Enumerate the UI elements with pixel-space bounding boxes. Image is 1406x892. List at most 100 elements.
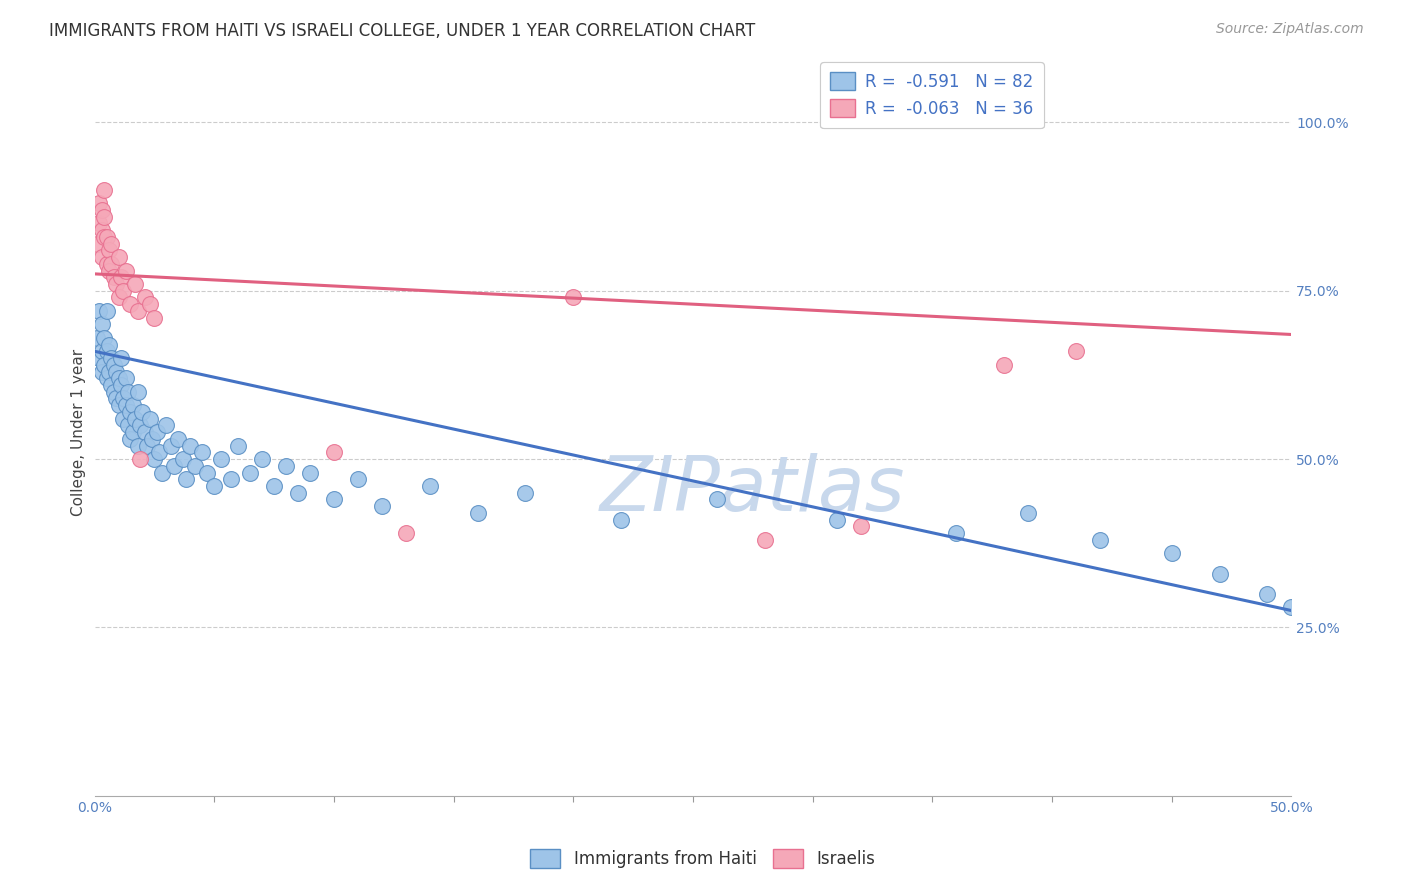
Point [1088,533,1111,547]
Point [191,445,214,459]
Point [184,458,207,473]
Point [97,364,120,378]
Point [1017,506,1039,520]
Point [136,439,159,453]
Point [347,472,370,486]
Point [239,466,262,480]
Point [86,236,108,251]
Text: Source: ZipAtlas.com: Source: ZipAtlas.com [1216,22,1364,37]
Point [141,432,163,446]
Point [148,445,170,459]
Point [120,297,142,311]
Point [610,513,633,527]
Point [114,371,136,385]
Point [287,485,309,500]
Point [395,526,418,541]
Point [90,223,112,237]
Point [96,230,118,244]
Point [131,405,153,419]
Point [96,257,118,271]
Point [146,425,169,439]
Point [226,439,249,453]
Point [263,479,285,493]
Point [179,439,201,453]
Point [134,425,156,439]
Point [122,398,145,412]
Point [103,270,125,285]
Point [195,466,218,480]
Point [96,344,118,359]
Point [90,364,112,378]
Text: IMMIGRANTS FROM HAITI VS ISRAELI COLLEGE, UNDER 1 YEAR CORRELATION CHART: IMMIGRANTS FROM HAITI VS ISRAELI COLLEGE… [49,22,755,40]
Point [89,304,111,318]
Point [1256,587,1278,601]
Point [89,351,111,365]
Point [93,183,115,197]
Point [174,472,197,486]
Point [107,250,129,264]
Point [90,344,112,359]
Point [100,236,122,251]
Point [93,230,115,244]
Point [103,358,125,372]
Point [122,425,145,439]
Point [100,351,122,365]
Point [90,250,112,264]
Point [114,263,136,277]
Point [117,418,139,433]
Text: ZIPatlas: ZIPatlas [600,453,905,527]
Point [110,270,132,285]
Point [86,331,108,345]
Point [172,452,194,467]
Point [107,290,129,304]
Point [825,513,848,527]
Point [129,452,152,467]
Point [143,310,166,325]
Point [274,458,297,473]
Point [97,244,120,258]
Point [93,331,115,345]
Point [100,257,122,271]
Point [993,358,1015,372]
Point [138,297,160,311]
Point [754,533,776,547]
Point [100,378,122,392]
Point [323,445,346,459]
Point [127,304,149,318]
Point [90,318,112,332]
Point [93,358,115,372]
Point [112,411,135,425]
Point [110,351,132,365]
Point [124,411,146,425]
Point [162,458,184,473]
Point [371,499,394,513]
Point [120,405,142,419]
Point [849,519,872,533]
Point [114,398,136,412]
Point [134,290,156,304]
Point [105,364,128,378]
Point [127,384,149,399]
Legend: Immigrants from Haiti, Israelis: Immigrants from Haiti, Israelis [524,843,882,875]
Point [120,432,142,446]
Point [117,384,139,399]
Point [1160,546,1182,560]
Point [419,479,441,493]
Point [562,290,585,304]
Point [323,492,346,507]
Point [167,432,190,446]
Point [250,452,273,467]
Point [202,479,225,493]
Point [105,277,128,291]
Point [97,337,120,351]
Point [107,398,129,412]
Point [97,263,120,277]
Point [96,304,118,318]
Y-axis label: College, Under 1 year: College, Under 1 year [72,349,86,516]
Point [112,392,135,406]
Point [1279,600,1302,615]
Point [89,196,111,211]
Point [110,378,132,392]
Point [89,216,111,230]
Point [127,439,149,453]
